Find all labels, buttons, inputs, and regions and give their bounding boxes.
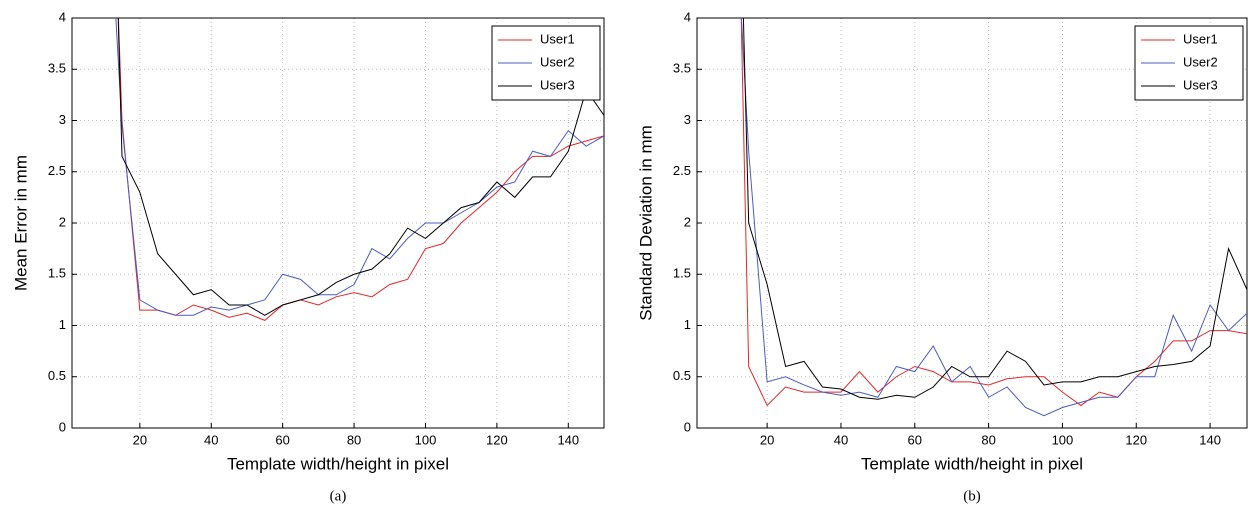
y-tick-label: 3.5 [673, 61, 691, 76]
x-tick-label: 100 [1052, 432, 1074, 447]
series-line [117, 18, 604, 321]
legend-label: User1 [1183, 31, 1218, 46]
legend-label: User2 [1183, 54, 1218, 69]
y-tick-label: 2 [684, 214, 691, 229]
legend-label: User1 [540, 31, 575, 46]
x-tick-label: 60 [908, 432, 922, 447]
x-tick-label: 120 [1125, 432, 1147, 447]
y-axis-label: Mean Error in mm [11, 155, 30, 291]
y-tick-label: 2 [59, 214, 66, 229]
caption: (a) [330, 488, 347, 504]
x-tick-label: 100 [415, 432, 437, 447]
y-tick-label: 4 [59, 9, 66, 24]
legend-label: User2 [540, 54, 575, 69]
y-tick-label: 1 [684, 317, 691, 332]
y-tick-label: 0 [59, 419, 66, 434]
y-tick-label: 2.5 [48, 163, 66, 178]
plot-frame [696, 17, 1248, 429]
legend: User1 User2 User3 [491, 25, 601, 101]
x-tick-label: 140 [1199, 432, 1221, 447]
caption: (b) [963, 488, 981, 504]
legend-label: User3 [540, 77, 575, 92]
legend: User1 User2 User3 [1134, 25, 1244, 101]
y-tick-label: 0.5 [673, 368, 691, 383]
y-tick-label: 1 [59, 317, 66, 332]
y-tick-label: 4 [684, 9, 691, 24]
x-tick-label: 40 [204, 432, 218, 447]
plot-frame [71, 17, 605, 429]
series-line [117, 18, 604, 316]
y-axis-label: Standard Deviation in mm [636, 125, 655, 321]
x-tick-label: 80 [981, 432, 995, 447]
y-tick-label: 3.5 [48, 61, 66, 76]
x-axis-label: Template width/height in pixel [227, 454, 449, 473]
series-line [115, 18, 604, 316]
y-tick-label: 0.5 [48, 368, 66, 383]
x-tick-label: 140 [557, 432, 579, 447]
x-tick-label: 80 [347, 432, 361, 447]
y-tick-label: 0 [684, 419, 691, 434]
y-tick-label: 1.5 [673, 266, 691, 281]
x-tick-label: 40 [834, 432, 848, 447]
y-tick-label: 3 [59, 112, 66, 127]
x-tick-label: 120 [486, 432, 508, 447]
x-tick-label: 60 [275, 432, 289, 447]
x-tick-label: 20 [760, 432, 774, 447]
series-line [740, 18, 1247, 417]
legend-label: User3 [1183, 77, 1218, 92]
series-line [742, 18, 1247, 400]
y-tick-label: 3 [684, 112, 691, 127]
y-tick-label: 2.5 [673, 163, 691, 178]
x-axis-label: Template width/height in pixel [861, 454, 1083, 473]
x-tick-label: 20 [133, 432, 147, 447]
y-tick-label: 1.5 [48, 266, 66, 281]
